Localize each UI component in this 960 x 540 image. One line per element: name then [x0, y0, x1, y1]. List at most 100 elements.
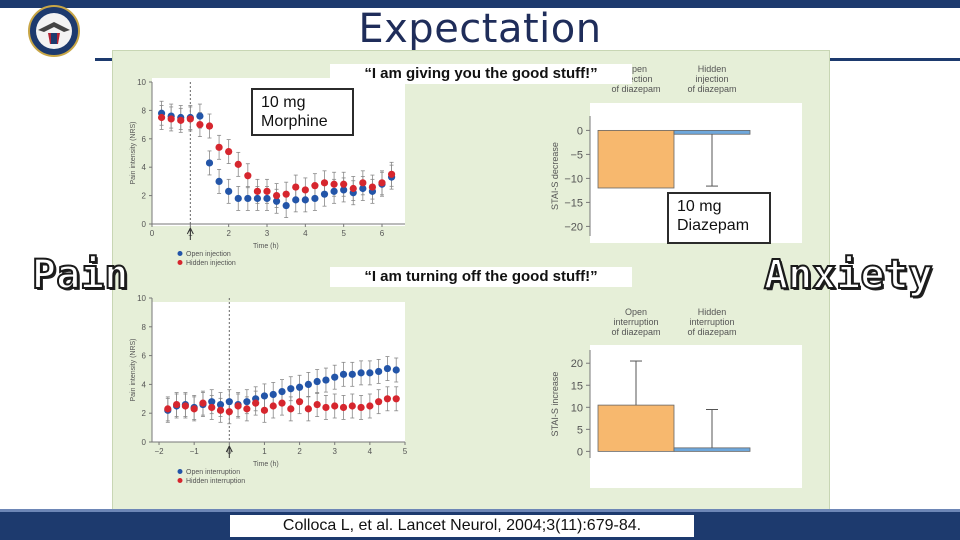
data-point [301, 196, 309, 204]
data-point [215, 177, 223, 185]
y-tick-label: 6 [142, 135, 147, 144]
data-point [295, 383, 304, 391]
anxiety-label: Anxiety [763, 251, 934, 299]
legend-label: Open injection [186, 251, 231, 258]
data-point [260, 392, 269, 400]
data-point [348, 402, 356, 410]
y-tick-label: 4 [142, 163, 147, 172]
legend-label: Open interruption [186, 469, 240, 476]
data-point [282, 190, 290, 198]
data-point [311, 182, 319, 190]
y-tick-label: −5 [570, 149, 583, 161]
data-point [225, 187, 233, 195]
data-point [190, 405, 198, 413]
y-axis-label: STAI-S increase [550, 372, 560, 437]
data-point [225, 147, 233, 156]
data-point [357, 369, 365, 377]
category-label: of diazepam [611, 84, 660, 94]
category-label: of diazepam [687, 84, 736, 94]
y-tick-label: 20 [571, 358, 583, 370]
category-label: Hidden [698, 64, 727, 74]
y-tick-label: 8 [142, 106, 147, 115]
legend-marker [177, 469, 183, 474]
data-point [164, 405, 172, 413]
quote-bottom: “I am turning off the good stuff!” [330, 267, 632, 287]
event-arrow [186, 226, 194, 240]
data-point [320, 190, 329, 198]
y-tick-label: 10 [571, 402, 583, 414]
data-point [331, 373, 339, 381]
x-axis-label: Time (h) [253, 461, 279, 468]
x-tick-label: 5 [403, 447, 408, 456]
category-label: injection [619, 74, 652, 84]
pain-label: Pain [31, 251, 129, 299]
bottom-bar-accent [0, 509, 960, 512]
data-point [301, 186, 309, 194]
data-point [263, 194, 271, 203]
data-point [177, 116, 185, 124]
data-point [313, 377, 321, 386]
data-point [320, 179, 329, 187]
data-point [172, 400, 181, 409]
data-point [322, 376, 330, 384]
y-axis-label: Pain intensity (NRS) [130, 121, 137, 184]
x-tick-label: 4 [368, 447, 373, 456]
data-point [349, 184, 357, 193]
data-point [216, 406, 225, 414]
data-point [181, 402, 189, 410]
data-point [196, 112, 204, 120]
y-tick-label: −15 [564, 197, 583, 209]
event-arrow [225, 444, 233, 458]
diazepam-drug: Diazepam [677, 217, 750, 234]
y-tick-label: 4 [142, 380, 147, 389]
data-point [196, 121, 204, 129]
data-point [253, 187, 262, 195]
category-label: interruption [613, 317, 658, 327]
data-point [292, 196, 300, 204]
data-point [269, 402, 277, 410]
x-tick-label: 4 [303, 229, 308, 238]
data-point [366, 402, 374, 410]
data-point [186, 115, 194, 123]
data-point [357, 403, 365, 412]
x-tick-label: −1 [190, 447, 200, 456]
data-point [348, 370, 356, 378]
data-point [205, 159, 214, 167]
data-point [339, 403, 348, 412]
y-tick-label: 8 [142, 323, 147, 332]
legend-label: Hidden interruption [186, 478, 245, 485]
data-point [366, 369, 374, 377]
data-point [278, 399, 286, 407]
data-point [278, 388, 286, 396]
legend-marker [177, 251, 183, 256]
legend-marker [177, 260, 183, 265]
citation: Colloca L, et al. Lancet Neurol, 2004;3(… [230, 515, 694, 537]
y-tick-label: 6 [142, 352, 147, 361]
data-point [368, 183, 377, 191]
y-tick-label: 15 [571, 380, 583, 392]
category-label: Open [625, 307, 647, 317]
data-point [208, 398, 216, 406]
y-tick-label: 2 [142, 409, 147, 418]
legend-label: Hidden injection [186, 260, 236, 267]
data-point [392, 395, 400, 403]
data-point [375, 398, 383, 406]
data-point [340, 186, 348, 194]
data-point [311, 194, 319, 203]
data-point [225, 408, 233, 416]
y-tick-label: 0 [577, 446, 583, 458]
data-point [287, 385, 295, 393]
data-point [292, 183, 300, 191]
x-tick-label: 2 [226, 229, 231, 238]
data-point [234, 402, 242, 410]
data-point [313, 400, 321, 409]
data-point [167, 115, 175, 123]
y-tick-label: 0 [142, 438, 147, 447]
morphine-drug: Morphine [261, 113, 328, 130]
y-axis-label: STAI-S decrease [550, 142, 560, 210]
data-point [260, 406, 269, 414]
bar [673, 129, 751, 135]
y-tick-label: 2 [142, 192, 147, 201]
y-axis-label: Pain intensity (NRS) [130, 338, 137, 401]
category-label: injection [695, 74, 728, 84]
